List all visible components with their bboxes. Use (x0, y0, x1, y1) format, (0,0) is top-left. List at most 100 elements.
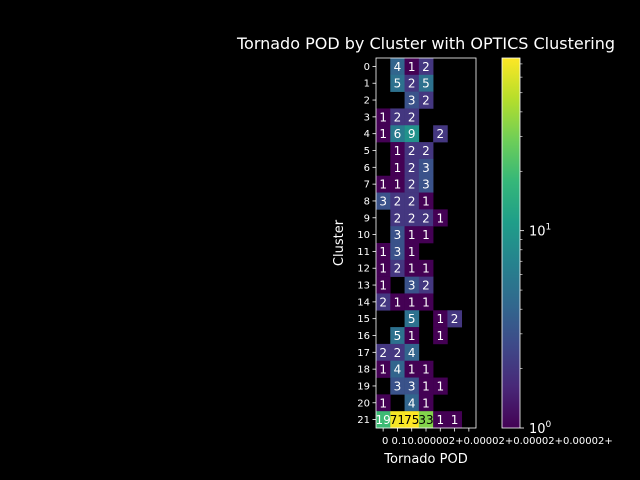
heatmap-cell (404, 192, 420, 210)
cell-value-label: 1 (379, 363, 387, 377)
heatmap-cell (404, 327, 420, 345)
heatmap-cell (418, 293, 434, 311)
heatmap-cell (390, 293, 405, 311)
y-tick-label: 10 (357, 230, 370, 241)
cell-value-label: 1 (436, 211, 444, 225)
heatmap-cell (404, 175, 420, 193)
heatmap-cell (376, 293, 391, 311)
heatmap-cell (404, 276, 420, 294)
heatmap-cell (404, 108, 420, 126)
heatmap-cell (404, 158, 420, 177)
heatmap-cell (390, 175, 405, 193)
y-tick-label: 0 (364, 62, 370, 73)
y-tick-label: 6 (364, 163, 370, 174)
cell-value-label: 1 (379, 279, 387, 293)
cell-value-label: 2 (408, 211, 416, 225)
heatmap-cell (447, 411, 463, 429)
x-axis-label: Tornado POD (383, 452, 467, 467)
y-tick-label: 20 (357, 398, 370, 409)
cell-value-label: 1 (408, 329, 416, 343)
y-tick-label: 16 (357, 331, 370, 342)
heatmap-cell (376, 343, 391, 362)
heatmap-cell (418, 377, 434, 395)
cell-value-label: 1 (422, 262, 430, 276)
cell-value-label: 6 (394, 127, 402, 141)
heatmap-cell (390, 411, 405, 429)
colorbar-tick-label: 101 (529, 223, 551, 240)
y-tick-label: 9 (364, 213, 370, 224)
y-tick-label: 12 (357, 264, 370, 275)
cell-value-label: 1 (436, 329, 444, 343)
heatmap-cell (376, 394, 391, 412)
cell-value-label: 2 (408, 144, 416, 158)
cell-value-label: 4 (408, 396, 416, 410)
heatmap-cell (404, 259, 420, 277)
cell-value-label: 1 (422, 295, 430, 309)
heatmap-cell (390, 243, 405, 261)
heatmap-cell-labels: 4 1 25 2 53 21 2 21 6 9 21 2 21 2 31 1 2 33 2 2 12 2 2 13 1 11 3 11… (376, 60, 459, 427)
heatmap-cell (390, 158, 405, 177)
heatmap-cell (418, 209, 434, 227)
cell-value-label: 2 (394, 262, 402, 276)
y-tick-label: 21 (357, 415, 370, 426)
y-tick-label: 4 (364, 129, 370, 140)
heatmap-cell (404, 310, 420, 328)
cell-value-label: 1 (436, 379, 444, 393)
y-tick-label: 3 (364, 112, 370, 123)
x-tick-overlap-labels: 0 0.10.000002+0.00002+0.00002+0.00002+ (382, 436, 613, 447)
cell-value-label: 5 (394, 329, 402, 343)
cell-value-label: 2 (422, 60, 430, 74)
cell-value-label: 2 (408, 77, 416, 91)
cell-value-label: 1 (408, 295, 416, 309)
heatmap-cell (447, 310, 463, 328)
y-tick-label: 19 (357, 381, 370, 392)
cell-value-label: 1 (394, 161, 402, 175)
cell-value-label: 2 (394, 211, 402, 225)
heatmap-cell (433, 327, 448, 345)
cell-value-label: 1 (451, 413, 459, 427)
heatmap-cell (404, 226, 420, 244)
cell-value-label: 1 (379, 262, 387, 276)
heatmap-cell (390, 192, 405, 210)
cell-value-label: 2 (394, 194, 402, 208)
cell-value-label: 1 (379, 178, 387, 192)
cell-value-label: 5 (422, 77, 430, 91)
cell-value-label: 2 (422, 94, 430, 108)
cell-value-label: 2 (408, 110, 416, 124)
cell-value-label: 2 (451, 312, 459, 326)
colorbar-ticks: 100 101 (520, 63, 552, 437)
cell-value-label: 3 (408, 379, 416, 393)
heatmap-cell (418, 360, 434, 378)
heatmap-cell (390, 209, 405, 227)
cell-value-label: 2 (422, 279, 430, 293)
cell-value-label: 4 (394, 363, 402, 377)
y-tick-label: 8 (364, 196, 370, 207)
heatmap-cell (376, 108, 391, 126)
heatmap-cell (404, 377, 420, 395)
heatmap-cell (376, 192, 391, 210)
heatmap-cell (376, 360, 391, 378)
y-tick-label: 17 (357, 348, 370, 359)
heatmap-cell (404, 411, 420, 429)
cell-value-label: 19 (376, 413, 391, 427)
cell-value-label: 1 (408, 245, 416, 259)
y-tick-label: 1 (364, 79, 370, 90)
heatmap-cell (418, 259, 434, 277)
heatmap-cell (404, 293, 420, 311)
cell-value-label: 3 (394, 379, 402, 393)
heatmap-cell (390, 327, 405, 345)
cell-value-label: 2 (422, 144, 430, 158)
heatmap-cell (433, 411, 448, 429)
cell-value-label: 3 (408, 279, 416, 293)
heatmap-cell (418, 394, 434, 412)
cell-value-label: 3 (422, 178, 430, 192)
cell-value-label: 1 (436, 413, 444, 427)
heatmap-cell (418, 226, 434, 244)
cell-value-label: 1 (408, 228, 416, 242)
heatmap-cell (390, 108, 405, 126)
cell-value-label: 1 (422, 194, 430, 208)
cell-value-label: 2 (379, 295, 387, 309)
cell-value-label: 4 (394, 60, 402, 74)
y-tick-label: 5 (364, 146, 370, 157)
